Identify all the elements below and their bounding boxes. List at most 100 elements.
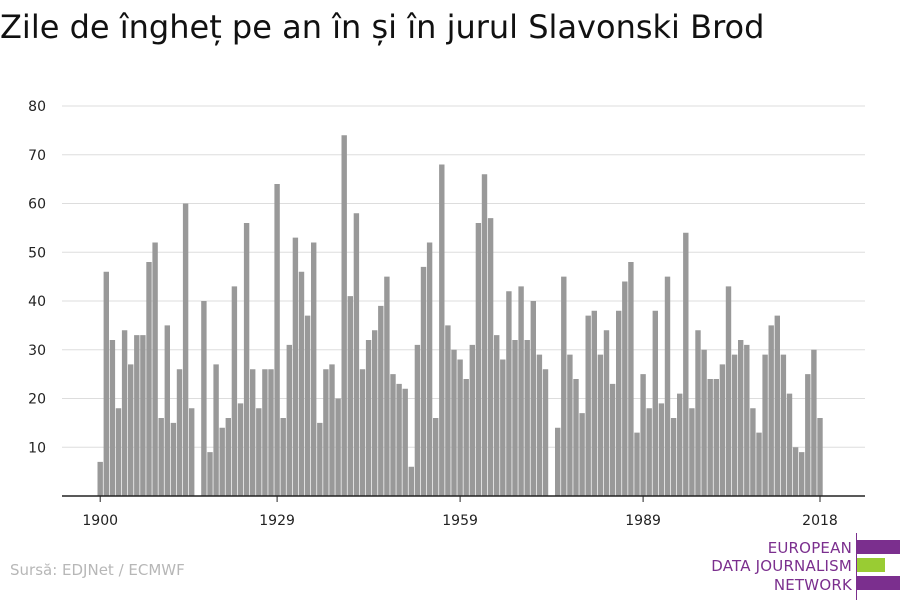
y-axis-ticks: 10 20 30 40 50 60 70 80 (28, 99, 46, 456)
bar-1913 (176, 369, 183, 496)
y-tick-label: 40 (28, 294, 46, 310)
bar-1966 (500, 359, 506, 496)
bar-1969 (518, 286, 524, 497)
bar-1920 (219, 427, 225, 496)
bar-1921 (225, 418, 231, 496)
x-axis-ticks: 1900 1929 1959 1989 2018 (82, 496, 838, 529)
bar-1979 (579, 413, 585, 497)
bar-1946 (378, 305, 384, 497)
y-tick-label: 80 (28, 99, 46, 115)
bar-2011 (774, 315, 780, 497)
bar-1930 (280, 418, 286, 496)
bar-1953 (420, 266, 427, 497)
bar-1996 (683, 232, 689, 496)
bar-1956 (439, 164, 445, 496)
bar-1968 (512, 340, 518, 496)
bar-1907 (140, 335, 146, 497)
logo-bar-purple-bottom (857, 576, 900, 590)
bar-2015 (799, 452, 805, 497)
bar-1918 (207, 452, 213, 497)
bar-1964 (487, 218, 494, 497)
y-tick-label: 30 (28, 343, 46, 359)
bar-1904 (121, 330, 128, 496)
bar-1957 (445, 325, 451, 497)
bar-1931 (286, 344, 292, 497)
x-tick-label: 1989 (625, 513, 661, 529)
bar-1924 (243, 223, 250, 496)
bar-1997 (689, 408, 695, 496)
bar-1985 (616, 310, 622, 496)
bar-1987 (628, 262, 634, 496)
y-tick-label: 60 (28, 197, 46, 213)
bar-2014 (792, 447, 799, 496)
bar-1989 (640, 374, 646, 497)
bar-1949 (396, 383, 402, 497)
bar-1981 (591, 310, 597, 496)
bar-1978 (573, 379, 579, 496)
y-tick-label: 50 (28, 245, 46, 261)
bar-1991 (652, 310, 658, 496)
bar-1909 (152, 242, 158, 496)
bar-1955 (433, 418, 439, 496)
bar-1917 (201, 301, 207, 496)
bar-1984 (609, 383, 616, 497)
bar-1963 (481, 174, 488, 496)
y-tick-label: 20 (28, 392, 46, 408)
bar-2006 (744, 344, 750, 497)
bar-1932 (292, 237, 299, 497)
bar-1945 (372, 330, 378, 496)
bar-2008 (756, 432, 762, 497)
bar-1915 (189, 408, 195, 496)
bar-2005 (738, 340, 744, 496)
bar-2007 (750, 408, 756, 496)
bar-1967 (506, 291, 512, 496)
bar-1988 (634, 432, 640, 497)
bar-1948 (390, 374, 396, 497)
bar-1908 (146, 262, 152, 496)
bar-1999 (701, 349, 707, 496)
bar-1994 (670, 418, 677, 496)
x-tick-label: 1959 (442, 513, 478, 529)
bar-1950 (402, 388, 408, 496)
bar-2010 (768, 325, 774, 497)
logo-line-data-journalism: DATA JOURNALISM (711, 557, 852, 575)
bar-2016 (805, 374, 811, 497)
bar-1935 (311, 242, 317, 496)
bar-1910 (158, 418, 164, 496)
bar-1990 (646, 408, 652, 496)
bar-1970 (524, 340, 530, 496)
bar-1998 (695, 330, 701, 496)
bar-1939 (335, 398, 341, 496)
x-tick-label: 1929 (259, 513, 295, 529)
bar-1923 (237, 403, 244, 497)
bar-1965 (494, 335, 500, 497)
logo-bar-purple-top (857, 540, 900, 554)
logo-line-european: EUROPEAN (767, 539, 852, 557)
bar-1943 (359, 369, 366, 496)
bar-1905 (128, 364, 134, 497)
bar-1995 (677, 393, 683, 497)
bar-1902 (109, 340, 116, 496)
bar-1959 (457, 359, 463, 496)
bars (97, 135, 823, 497)
bar-1934 (304, 315, 311, 497)
bar-1954 (426, 242, 433, 496)
bar-1986 (622, 281, 628, 496)
bar-1992 (658, 403, 665, 497)
bar-1947 (384, 276, 390, 497)
bar-1960 (463, 379, 469, 496)
bar-2017 (811, 349, 817, 496)
bar-1933 (298, 271, 305, 496)
bar-1993 (664, 276, 671, 497)
bar-1928 (268, 369, 274, 496)
bar-1901 (103, 271, 109, 496)
bar-2003 (725, 286, 732, 497)
logo-bar-green (857, 558, 885, 572)
bar-1900 (97, 461, 103, 497)
bar-1962 (475, 223, 482, 496)
bar-1975 (555, 427, 561, 496)
bar-1912 (170, 422, 177, 497)
bar-1973 (542, 369, 549, 496)
bar-2012 (780, 354, 787, 497)
y-tick-label: 10 (28, 440, 46, 456)
